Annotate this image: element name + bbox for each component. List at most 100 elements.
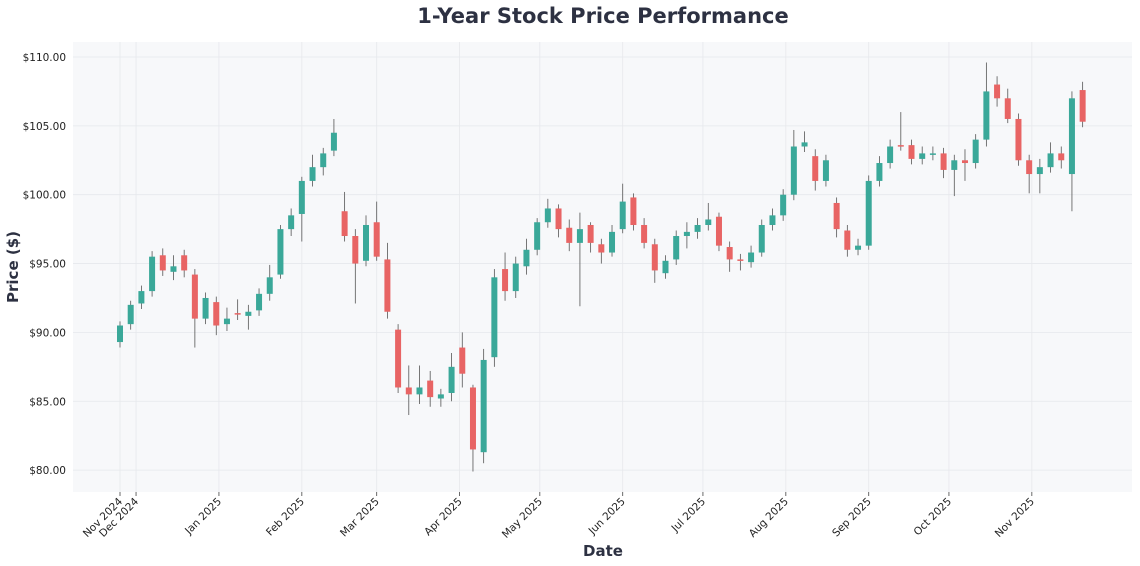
candle-body	[1026, 160, 1033, 175]
candle-up	[983, 62, 990, 147]
candle-body	[480, 359, 487, 453]
candle-down	[598, 238, 605, 264]
candle-body	[459, 347, 466, 374]
candle-body	[737, 259, 744, 261]
candle-up	[437, 388, 444, 407]
candle-body	[544, 208, 551, 223]
candle-up	[951, 154, 958, 197]
candle-up	[694, 218, 701, 239]
plot-area	[73, 42, 1132, 492]
candle-up	[929, 146, 936, 161]
candle-body	[363, 224, 370, 261]
candle-body	[277, 229, 284, 275]
candle-up	[609, 224, 616, 257]
candle-up	[790, 129, 797, 201]
candle-body	[929, 153, 936, 155]
candle-down	[213, 296, 220, 336]
candle-up	[758, 219, 765, 257]
x-tick-label: Apr 2025	[422, 496, 465, 539]
candle-body	[598, 244, 605, 253]
candle-up	[855, 238, 862, 256]
gridlines	[73, 42, 1132, 492]
candle-body	[715, 216, 722, 246]
candle-down	[373, 201, 380, 261]
x-tick-label: Nov 2025	[993, 496, 1037, 540]
candle-body	[266, 277, 273, 294]
candle-body	[469, 387, 476, 450]
candle-body	[170, 266, 177, 272]
x-tick-label: Aug 2025	[747, 496, 791, 540]
candle-body	[1036, 167, 1043, 175]
candle-body	[822, 160, 829, 181]
candle-down	[427, 370, 434, 407]
x-tick-label: Jun 2025	[586, 496, 628, 538]
candles	[117, 62, 1086, 472]
candle-up	[780, 189, 787, 221]
candle-up	[480, 348, 487, 464]
candle-up	[822, 154, 829, 187]
candle-body	[352, 236, 359, 264]
y-tick-label: $95.00	[29, 259, 66, 271]
candle-body	[587, 224, 594, 243]
candle-down	[1026, 154, 1033, 194]
candle-body	[790, 146, 797, 195]
candle-up	[117, 321, 123, 348]
candle-up	[491, 269, 498, 367]
candle-body	[245, 311, 252, 316]
candle-up	[256, 288, 263, 316]
candle-down	[502, 252, 509, 301]
candle-body	[1079, 90, 1086, 122]
candle-body	[651, 244, 658, 271]
candle-down	[384, 242, 391, 319]
candle-down	[844, 224, 851, 257]
candle-up	[544, 198, 551, 228]
x-tick-label: Mar 2025	[338, 496, 382, 540]
candle-down	[651, 238, 658, 283]
candle-down	[737, 253, 744, 271]
candle-down	[897, 112, 904, 151]
candle-body	[127, 304, 134, 325]
candle-body	[566, 227, 573, 243]
candle-down	[833, 197, 840, 238]
candle-down	[908, 139, 915, 165]
candle-body	[865, 180, 872, 246]
x-axis-label: Date	[583, 542, 623, 560]
y-axis-ticks: $80.00 $85.00 $90.00 $95.00 $100.00 $105.00 $1…	[23, 52, 66, 477]
candle-up	[277, 224, 284, 279]
candle-body	[213, 302, 220, 326]
candle-up	[673, 230, 680, 265]
candle-up	[320, 147, 327, 176]
candle-body	[341, 211, 348, 237]
candle-body	[1068, 98, 1075, 175]
candle-body	[1058, 153, 1065, 161]
candle-body	[951, 160, 958, 170]
candle-body	[844, 230, 851, 250]
candle-down	[641, 218, 648, 249]
candle-down	[812, 149, 819, 191]
candle-body	[630, 197, 637, 225]
candle-down	[566, 219, 573, 252]
candle-body	[758, 224, 765, 253]
candle-body	[523, 249, 530, 267]
candle-body	[683, 231, 690, 237]
candle-body	[1047, 153, 1054, 168]
y-tick-label: $90.00	[29, 327, 66, 339]
candle-up	[416, 365, 423, 405]
candle-body	[437, 394, 444, 399]
candle-body	[812, 156, 819, 181]
candle-body	[502, 269, 509, 292]
candle-up	[769, 208, 776, 231]
candle-up	[288, 208, 295, 237]
candle-down	[395, 324, 402, 393]
candle-up	[972, 134, 979, 169]
candle-down	[587, 222, 594, 253]
candle-body	[662, 260, 669, 274]
candle-up	[170, 255, 177, 281]
candle-up	[876, 156, 883, 187]
x-tick-label: Oct 2025	[911, 496, 954, 539]
candle-body	[726, 247, 733, 260]
y-tick-label: $85.00	[29, 396, 66, 408]
candle-up	[138, 285, 145, 309]
candle-body	[919, 153, 926, 159]
